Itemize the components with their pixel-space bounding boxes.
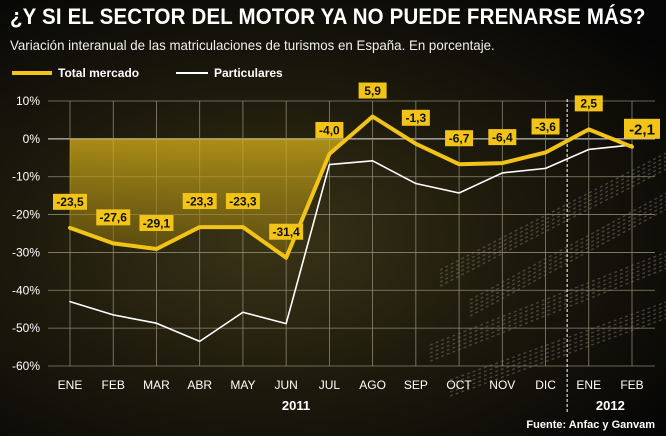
data-label-box (269, 223, 304, 240)
data-label-box (445, 130, 474, 147)
y-tick-label: -40% (12, 283, 40, 297)
data-label-box (358, 82, 387, 99)
data-label-text: -23,3 (186, 194, 214, 208)
data-label: -2,1 (624, 118, 660, 139)
source-credit: Fuente: Anfac y Ganvam (526, 419, 655, 431)
data-label-box (488, 129, 517, 146)
tire-track-line (449, 309, 666, 389)
y-tick-label: -30% (12, 245, 40, 259)
y-tick-label: -20% (12, 208, 40, 222)
tire-track-line (439, 160, 666, 279)
data-label: -4,0 (315, 122, 344, 138)
data-label-text: -27,6 (100, 211, 128, 225)
tire-track-line (429, 259, 666, 354)
x-tick-label: FEB (620, 378, 643, 392)
data-labels: -23,5 -27,6 -29,1 -23,3 -23,3 -31,4 -4,0 5,9 -1,… (53, 82, 660, 240)
data-label-text: -23,5 (56, 195, 84, 209)
tire-track-line (469, 200, 666, 309)
x-tick-label: MAR (143, 378, 170, 392)
x-tick-label: AGO (359, 378, 386, 392)
y-tick-label: 10% (16, 94, 40, 108)
data-label-box (531, 118, 560, 135)
data-label-text: 2,5 (580, 97, 597, 111)
data-label: -6,7 (445, 130, 474, 147)
data-label-box (574, 95, 603, 112)
year-label: 2012 (596, 398, 625, 413)
data-label: -6,4 (488, 129, 517, 146)
data-label: -23,3 (225, 193, 260, 210)
data-label: -3,6 (531, 118, 560, 135)
x-tick-label: OCT (446, 378, 472, 392)
tire-track-line (439, 152, 666, 271)
legend-label-total-mercado: Total mercado (58, 66, 139, 80)
data-label-box (53, 193, 87, 210)
data-label: -1,3 (401, 109, 430, 126)
tire-tracks-decoration (429, 152, 666, 397)
data-label-text: -23,3 (229, 194, 257, 208)
data-label-text: -1,3 (406, 111, 427, 125)
data-label: 2,5 (574, 95, 603, 112)
data-label-box (401, 109, 430, 126)
x-tick-label: SEP (404, 378, 428, 392)
data-label-text: -2,1 (629, 121, 655, 138)
data-label: -23,5 (53, 193, 87, 210)
x-tick-label: JUL (319, 378, 341, 392)
y-tick-label: 0% (23, 132, 41, 146)
tire-track-line (469, 204, 666, 313)
data-label-box (182, 193, 217, 210)
data-label-text: -6,7 (449, 132, 470, 146)
tire-track-line (469, 196, 666, 305)
chart-title: ¿Y SI EL SECTOR DEL MOTOR YA NO PUEDE FR… (10, 4, 646, 29)
year-label: 2011 (282, 398, 310, 413)
data-label: 5,9 (358, 82, 387, 99)
x-tick-label: FEB (102, 378, 125, 392)
data-label-text: -6,4 (492, 130, 513, 144)
series-line-particulares (69, 144, 633, 343)
tire-track-line (449, 305, 666, 385)
data-label: -31,4 (269, 223, 304, 240)
tire-track-line (469, 208, 666, 317)
data-label-text: -3,6 (535, 120, 556, 134)
series-line-total-mercado (68, 114, 634, 260)
y-tick-label: -60% (12, 359, 40, 373)
y-tick-label: -10% (12, 170, 40, 184)
axis-labels: 10% 0% -10% -20% -30% -40% -50% -60% ENE FEB MAR AB… (12, 94, 644, 413)
y-tick-label: -50% (12, 321, 40, 335)
x-tick-label: ENE (58, 378, 83, 392)
tire-track-line (439, 156, 666, 275)
tire-track-line (439, 168, 666, 287)
tire-track-line (439, 164, 666, 283)
data-label: -27,6 (96, 209, 131, 226)
x-tick-label: ABR (187, 378, 212, 392)
data-label-text: -29,1 (143, 216, 171, 230)
x-tick-label: MAY (230, 378, 255, 392)
data-label-box (315, 122, 344, 138)
x-tick-label: JUN (274, 378, 297, 392)
data-label: -29,1 (139, 215, 174, 232)
tire-track-line (429, 255, 666, 350)
tire-track-line (429, 263, 666, 358)
tire-track-line (429, 267, 666, 362)
x-tick-label: ENE (576, 378, 601, 392)
data-label: -23,3 (182, 193, 217, 210)
legend: Total mercado Particulares (12, 66, 283, 80)
tire-track-line (469, 192, 666, 301)
data-label-box (624, 118, 660, 139)
data-label-box (96, 209, 131, 226)
data-label-text: -31,4 (272, 225, 300, 239)
chart-subtitle: Variación interanual de las matriculacio… (10, 37, 495, 53)
data-label-box (225, 193, 260, 210)
series-lines (68, 114, 634, 343)
x-tick-label: NOV (489, 378, 515, 392)
x-tick-label: DIC (535, 378, 556, 392)
data-label-text: -4,0 (319, 123, 340, 137)
data-label-box (139, 215, 174, 232)
data-label-text: 5,9 (364, 84, 381, 98)
legend-label-particulares: Particulares (214, 66, 283, 80)
